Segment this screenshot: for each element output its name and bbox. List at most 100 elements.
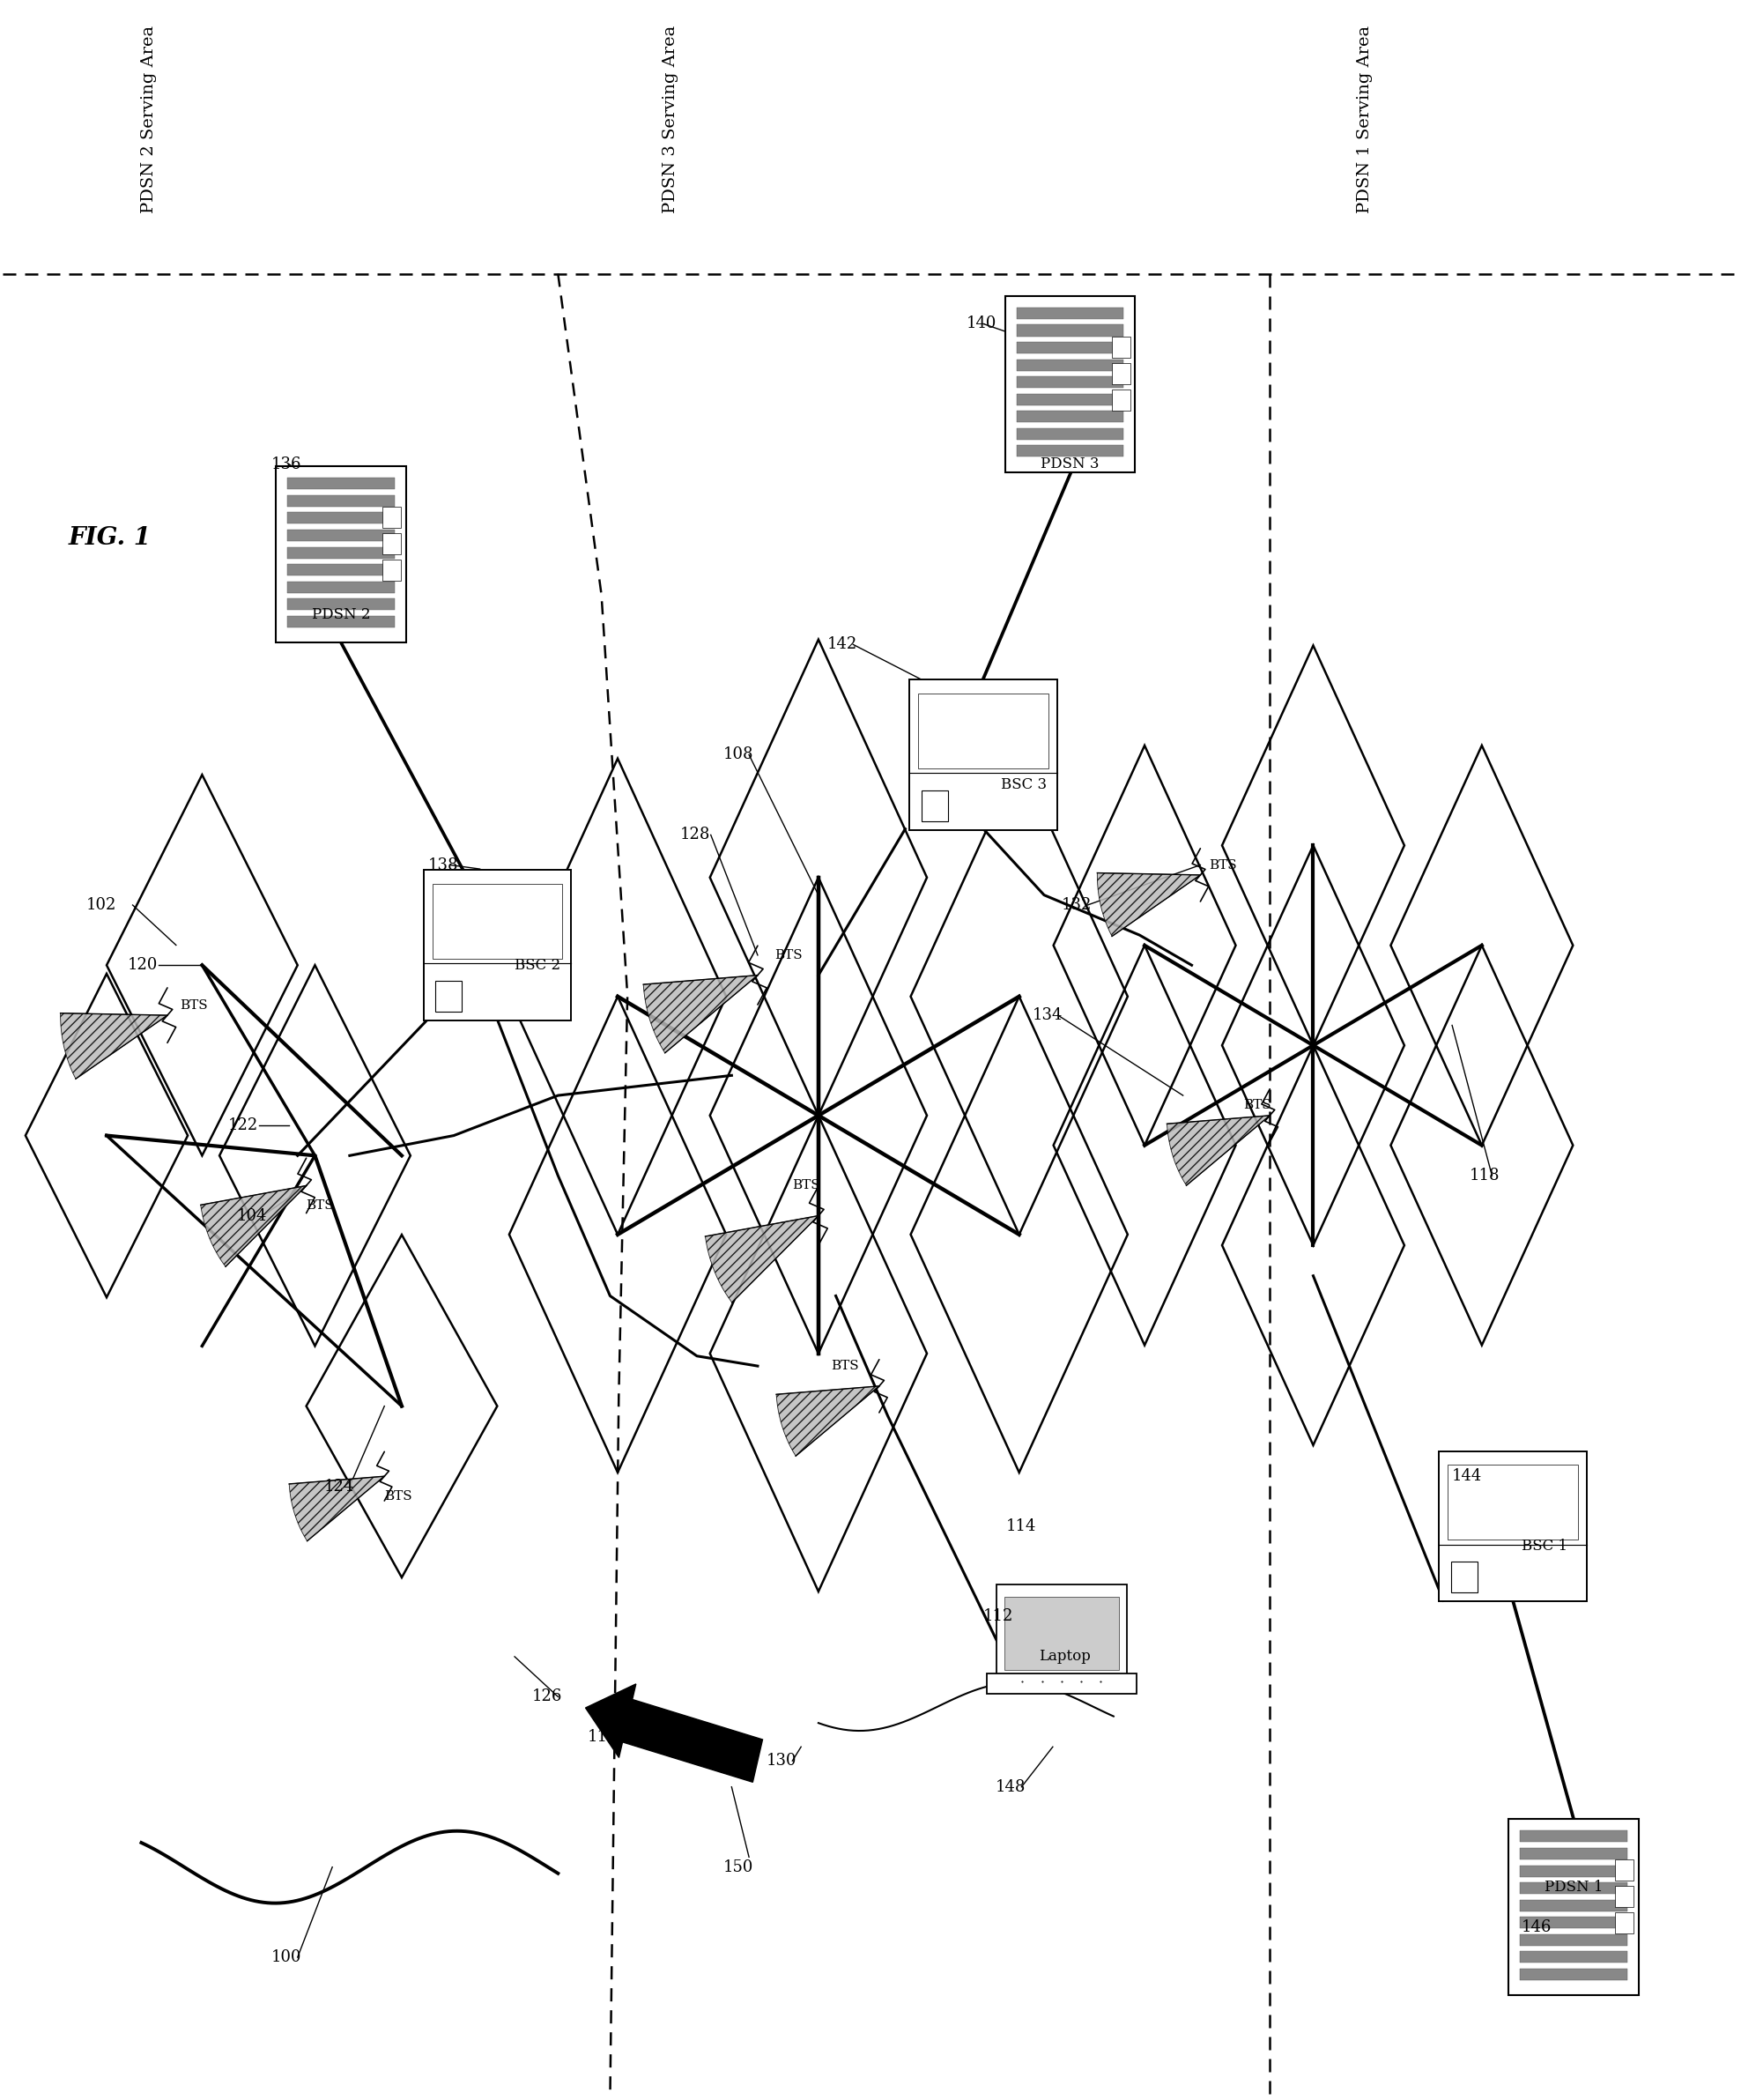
Text: 122: 122: [228, 1117, 258, 1134]
Bar: [287, 615, 395, 628]
Bar: [1017, 342, 1123, 353]
Text: BSC 1: BSC 1: [1522, 1539, 1567, 1554]
Text: 144: 144: [1452, 1468, 1482, 1485]
Bar: [383, 506, 400, 527]
Bar: [287, 529, 395, 542]
Bar: [1017, 393, 1123, 405]
Text: 146: 146: [1522, 1919, 1551, 1934]
Text: BTS: BTS: [179, 1000, 207, 1012]
Bar: [383, 533, 400, 554]
Bar: [1449, 1464, 1577, 1539]
Polygon shape: [289, 1476, 385, 1541]
Bar: [1616, 1913, 1633, 1934]
Text: 134: 134: [1032, 1008, 1062, 1023]
Text: PDSN 3: PDSN 3: [1041, 456, 1100, 472]
Polygon shape: [776, 1386, 879, 1455]
Text: 126: 126: [533, 1688, 562, 1705]
Text: 124: 124: [324, 1478, 353, 1495]
Bar: [1520, 1882, 1628, 1894]
Bar: [1112, 336, 1130, 357]
Text: 150: 150: [723, 1858, 754, 1875]
Bar: [1520, 1901, 1628, 1911]
Polygon shape: [644, 974, 757, 1052]
Text: 130: 130: [766, 1753, 797, 1768]
Text: 136: 136: [272, 456, 301, 472]
Text: 100: 100: [272, 1949, 301, 1966]
Bar: [1520, 1951, 1628, 1964]
Bar: [1520, 1917, 1628, 1928]
Bar: [1005, 296, 1135, 473]
Bar: [1508, 1819, 1638, 1995]
Bar: [1005, 1596, 1119, 1670]
Bar: [1017, 428, 1123, 439]
Bar: [919, 693, 1048, 769]
Text: 128: 128: [679, 827, 710, 842]
Bar: [1017, 412, 1123, 422]
Bar: [1017, 326, 1123, 336]
Text: Laptop: Laptop: [1039, 1648, 1092, 1663]
Bar: [287, 546, 395, 559]
Text: 148: 148: [996, 1779, 1025, 1796]
Bar: [1017, 376, 1123, 388]
Bar: [287, 479, 395, 489]
Text: 118: 118: [1469, 1168, 1499, 1184]
Text: BTS: BTS: [1208, 859, 1236, 871]
Text: 138: 138: [428, 857, 458, 874]
Bar: [909, 680, 1057, 830]
Bar: [921, 790, 947, 821]
Text: BTS: BTS: [1243, 1098, 1271, 1111]
Text: 114: 114: [1006, 1518, 1036, 1535]
FancyArrow shape: [585, 1684, 763, 1783]
Text: BTS: BTS: [830, 1361, 858, 1371]
Text: 102: 102: [85, 897, 117, 914]
Bar: [1112, 363, 1130, 384]
Polygon shape: [705, 1216, 818, 1302]
Bar: [1616, 1886, 1633, 1907]
Bar: [996, 1586, 1126, 1678]
Text: PDSN 3 Serving Area: PDSN 3 Serving Area: [662, 25, 677, 214]
Text: PDSN 1: PDSN 1: [1544, 1879, 1603, 1894]
Bar: [1520, 1848, 1628, 1858]
Bar: [1450, 1562, 1478, 1592]
Bar: [275, 466, 406, 643]
Bar: [1520, 1865, 1628, 1877]
Bar: [383, 561, 400, 582]
Text: 132: 132: [1062, 897, 1092, 914]
Bar: [1440, 1451, 1586, 1602]
Bar: [1520, 1934, 1628, 1945]
Bar: [1017, 307, 1123, 319]
Text: BTS: BTS: [775, 949, 803, 962]
Text: FIG. 1: FIG. 1: [68, 525, 151, 550]
Bar: [1017, 445, 1123, 458]
Text: 120: 120: [127, 958, 158, 972]
Bar: [1520, 1968, 1628, 1980]
Polygon shape: [200, 1186, 306, 1266]
Text: 142: 142: [827, 636, 857, 653]
Text: 108: 108: [723, 748, 754, 762]
Text: BTS: BTS: [792, 1180, 820, 1193]
Text: BSC 2: BSC 2: [515, 958, 561, 972]
Bar: [1520, 1831, 1628, 1842]
Text: PDSN 1 Serving Area: PDSN 1 Serving Area: [1356, 25, 1372, 214]
Text: 112: 112: [984, 1609, 1013, 1625]
Polygon shape: [61, 1012, 167, 1079]
Polygon shape: [1097, 874, 1200, 937]
Text: PDSN 2 Serving Area: PDSN 2 Serving Area: [141, 25, 157, 214]
Text: 110: 110: [587, 1728, 618, 1745]
Bar: [435, 981, 461, 1012]
Bar: [287, 582, 395, 592]
Text: BTS: BTS: [306, 1199, 334, 1212]
Bar: [423, 869, 571, 1021]
Bar: [287, 565, 395, 575]
Bar: [432, 884, 562, 960]
Polygon shape: [1166, 1115, 1269, 1186]
Text: PDSN 2: PDSN 2: [312, 607, 371, 622]
Text: BSC 3: BSC 3: [1001, 777, 1046, 792]
Text: 140: 140: [966, 315, 996, 332]
Bar: [287, 598, 395, 609]
Bar: [1017, 359, 1123, 372]
Bar: [287, 496, 395, 506]
Text: 104: 104: [237, 1208, 266, 1224]
Bar: [1616, 1861, 1633, 1882]
Bar: [1112, 388, 1130, 410]
